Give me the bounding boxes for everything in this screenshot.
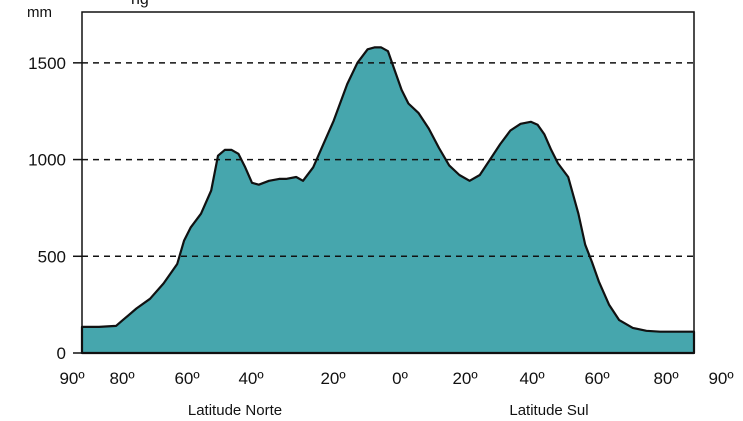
grid-lines [82, 62, 694, 258]
x-tick-label: 20º [320, 369, 345, 388]
y-tick-label: 1500 [28, 54, 66, 73]
region-label-south: Latitude Sul [509, 402, 588, 419]
x-tick-label: 40º [238, 369, 263, 388]
x-tick-label: 60º [584, 369, 609, 388]
y-tick-label: 1000 [28, 151, 66, 170]
x-tick-label: 20º [452, 369, 477, 388]
x-tick-label: 80º [109, 369, 134, 388]
region-label-north: Latitude Norte [188, 402, 282, 419]
x-axis: 90º 80º 60º 40º 20º 0º 20º 40º 60º 80º 90º [59, 369, 733, 388]
x-tick-label: 80º [653, 369, 678, 388]
chart-title-fragment: ng [131, 0, 149, 9]
x-tick-label: 0º [392, 369, 408, 388]
y-axis: 0 500 1000 1500 [28, 54, 82, 363]
plot-frame [81, 11, 695, 354]
y-tick-label: 0 [57, 344, 66, 363]
x-tick-label: 90º [708, 369, 733, 388]
y-unit-label: mm [27, 4, 52, 21]
x-tick-label: 40º [519, 369, 544, 388]
y-tick-label: 500 [38, 247, 66, 266]
x-tick-label: 60º [174, 369, 199, 388]
rainfall-area [80, 46, 696, 355]
x-tick-label: 90º [59, 369, 84, 388]
